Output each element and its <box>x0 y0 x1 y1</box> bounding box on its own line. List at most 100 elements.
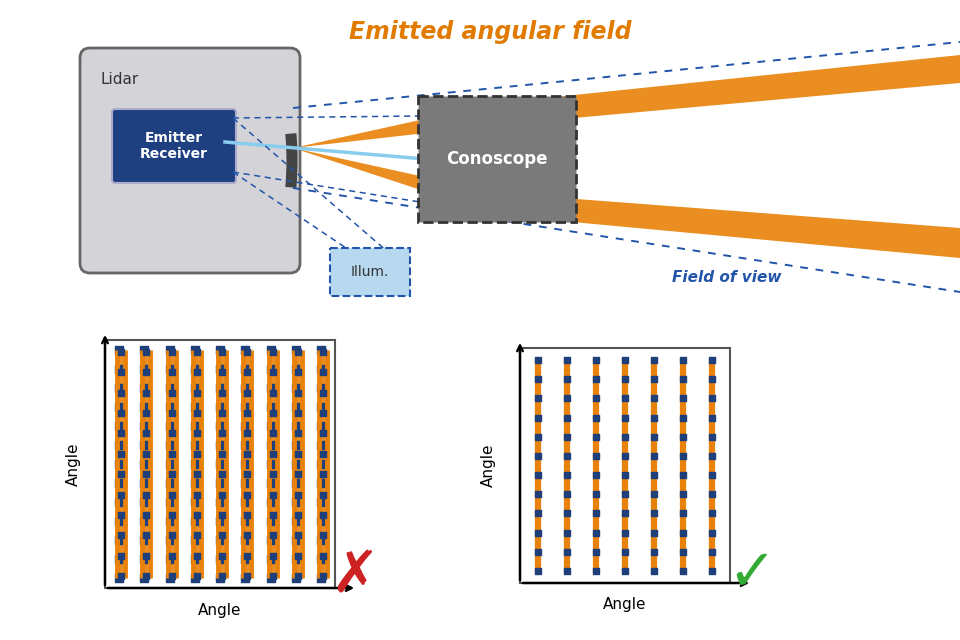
Point <box>162 478 178 488</box>
Point <box>265 449 280 459</box>
Point <box>187 402 203 412</box>
Point <box>315 408 330 418</box>
Point <box>265 367 280 378</box>
Point <box>111 345 127 355</box>
Point <box>212 421 228 431</box>
Point <box>675 451 690 461</box>
Point <box>214 490 229 500</box>
Point <box>313 535 328 545</box>
Point <box>162 516 178 526</box>
Bar <box>105 340 335 588</box>
Point <box>288 516 303 526</box>
Point <box>313 478 328 488</box>
Point <box>290 408 305 418</box>
Point <box>240 367 255 378</box>
Point <box>138 347 154 357</box>
Point <box>187 554 203 564</box>
Point <box>315 571 330 581</box>
Point <box>111 383 127 393</box>
Point <box>214 571 229 581</box>
Polygon shape <box>293 55 960 148</box>
Point <box>288 440 303 450</box>
Point <box>530 508 545 518</box>
Point <box>617 508 633 518</box>
Point <box>617 470 633 480</box>
Point <box>315 367 330 378</box>
Point <box>646 393 661 403</box>
Point <box>237 516 252 526</box>
Point <box>111 478 127 488</box>
Point <box>705 374 720 384</box>
Text: Angle: Angle <box>65 442 81 486</box>
Point <box>290 347 305 357</box>
Point <box>111 573 127 583</box>
Point <box>265 408 280 418</box>
Point <box>530 489 545 499</box>
Point <box>588 527 604 538</box>
Point <box>113 367 129 378</box>
Point <box>617 489 633 499</box>
Point <box>560 547 575 557</box>
Point <box>240 428 255 438</box>
Point <box>560 527 575 538</box>
Point <box>240 347 255 357</box>
Point <box>646 412 661 422</box>
Point <box>263 383 278 393</box>
Point <box>212 535 228 545</box>
Point <box>560 431 575 442</box>
Point <box>617 393 633 403</box>
Point <box>315 550 330 561</box>
Point <box>290 490 305 500</box>
Point <box>240 469 255 479</box>
FancyBboxPatch shape <box>112 109 236 183</box>
Point <box>113 408 129 418</box>
Point <box>237 535 252 545</box>
Point <box>265 428 280 438</box>
Point <box>113 469 129 479</box>
Point <box>237 440 252 450</box>
Point <box>288 497 303 507</box>
Point <box>705 451 720 461</box>
Point <box>240 490 255 500</box>
Point <box>646 374 661 384</box>
Point <box>313 364 328 374</box>
Point <box>138 367 154 378</box>
Point <box>617 527 633 538</box>
Point <box>111 402 127 412</box>
Point <box>212 478 228 488</box>
Bar <box>520 348 730 583</box>
Point <box>675 547 690 557</box>
Point <box>560 355 575 365</box>
Point <box>675 508 690 518</box>
Point <box>164 388 180 398</box>
Point <box>111 535 127 545</box>
Point <box>530 374 545 384</box>
Point <box>530 412 545 422</box>
Point <box>560 566 575 576</box>
Point <box>136 478 152 488</box>
Point <box>588 566 604 576</box>
Point <box>530 470 545 480</box>
Point <box>288 364 303 374</box>
Point <box>675 566 690 576</box>
Point <box>530 393 545 403</box>
Point <box>560 412 575 422</box>
Point <box>113 530 129 540</box>
Point <box>189 428 204 438</box>
Point <box>189 347 204 357</box>
Point <box>111 497 127 507</box>
Point <box>240 408 255 418</box>
Point <box>646 470 661 480</box>
Point <box>263 459 278 469</box>
Point <box>288 478 303 488</box>
Point <box>315 347 330 357</box>
Point <box>214 510 229 520</box>
Point <box>187 364 203 374</box>
Point <box>588 393 604 403</box>
Point <box>212 364 228 374</box>
Point <box>240 388 255 398</box>
Point <box>162 497 178 507</box>
Point <box>214 388 229 398</box>
Point <box>162 554 178 564</box>
Point <box>212 573 228 583</box>
